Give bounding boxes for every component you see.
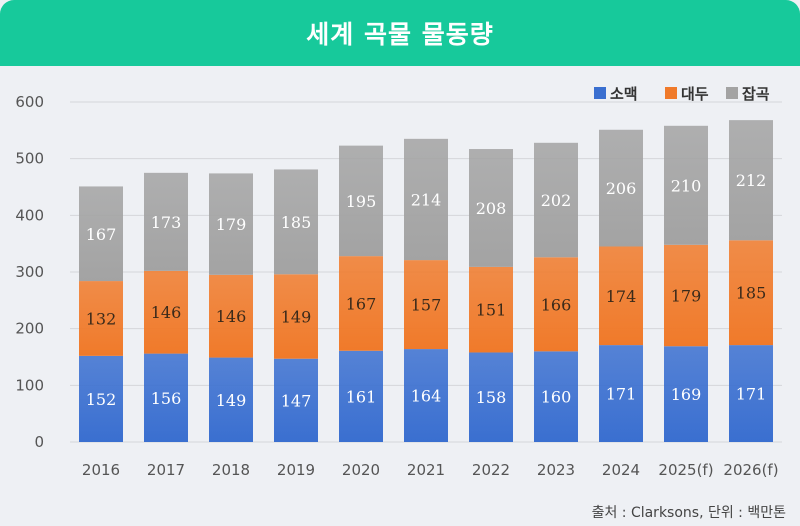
x-tick-label: 2025(f) [658,461,713,479]
bar-소맥 [339,350,383,442]
x-tick-label: 2022 [472,461,510,479]
bar-소맥 [209,357,253,442]
x-tick-label: 2018 [212,461,250,479]
bar-잡곡 [404,138,448,261]
data-label: 195 [346,192,377,211]
bar-잡곡 [144,172,188,271]
data-label: 171 [736,385,767,404]
bar-소맥 [274,358,318,442]
x-tick-label: 2017 [147,461,185,479]
bar-소맥 [144,353,188,442]
data-label: 146 [216,307,247,326]
data-label: 149 [216,391,247,410]
chart-header: 세계 곡물 물동량 [0,0,800,66]
x-tick-label: 2026(f) [723,461,778,479]
source-note: 출처 : Clarksons, 단위 : 백만톤 [591,505,786,521]
data-label: 206 [606,179,637,198]
data-label: 212 [736,171,767,190]
legend-label: 대두 [681,85,709,103]
data-label: 158 [476,388,507,407]
bar-잡곡 [79,186,123,282]
bar-잡곡 [599,129,643,247]
data-label: 156 [151,389,182,408]
data-label: 160 [541,388,572,407]
data-label: 173 [151,213,182,232]
data-label: 157 [411,296,442,315]
data-label: 174 [606,287,637,306]
y-tick-label: 100 [15,376,44,394]
data-label: 151 [476,301,507,320]
data-label: 146 [151,303,182,322]
bar-대두 [274,274,318,359]
y-tick-label: 600 [15,93,44,111]
bar-소맥 [729,345,773,442]
data-label: 132 [86,309,117,328]
bar-소맥 [664,346,708,442]
bar-소맥 [599,345,643,442]
bar-잡곡 [339,145,383,257]
x-tick-label: 2021 [407,461,445,479]
bar-대두 [79,281,123,356]
data-label: 167 [346,294,377,313]
bar-잡곡 [274,169,318,275]
bar-대두 [534,257,578,352]
y-tick-label: 500 [15,150,44,168]
legend-swatch [726,87,738,99]
x-tick-label: 2024 [602,461,640,479]
data-label: 214 [411,190,442,209]
legend-swatch [594,87,606,99]
legend-label: 잡곡 [742,85,770,103]
bar-대두 [209,274,253,358]
bar-잡곡 [534,142,578,258]
data-label: 161 [346,387,377,406]
bar-소맥 [469,352,513,442]
bar-소맥 [534,351,578,442]
data-label: 171 [606,385,637,404]
data-label: 179 [216,215,247,234]
data-label: 208 [476,199,507,218]
bar-잡곡 [729,120,773,241]
bar-대두 [144,270,188,354]
chart-title: 세계 곡물 물동량 [306,20,494,49]
y-tick-label: 300 [15,263,44,281]
bar-대두 [664,244,708,347]
data-label: 147 [281,391,312,410]
bar-소맥 [404,349,448,442]
x-tick-label: 2016 [82,461,120,479]
data-label: 152 [86,390,117,409]
bar-잡곡 [469,149,513,267]
bar-대두 [599,246,643,346]
x-tick-label: 2023 [537,461,575,479]
bar-잡곡 [664,125,708,245]
data-label: 169 [671,385,702,404]
bar-대두 [404,260,448,350]
y-tick-label: 200 [15,320,44,338]
data-label: 185 [281,213,312,232]
data-label: 167 [86,225,117,244]
y-tick-label: 0 [34,433,44,451]
data-label: 210 [671,176,702,195]
bar-소맥 [79,355,123,442]
bar-대두 [469,266,513,353]
bar-대두 [729,240,773,346]
data-label: 185 [736,284,767,303]
y-tick-label: 400 [15,206,44,224]
x-tick-label: 2020 [342,461,380,479]
data-label: 179 [671,287,702,306]
data-label: 149 [281,307,312,326]
bar-대두 [339,256,383,351]
legend-swatch [665,87,677,99]
data-label: 202 [541,191,572,210]
data-label: 166 [541,295,572,314]
bar-잡곡 [209,173,253,275]
data-label: 164 [411,387,442,406]
x-tick-label: 2019 [277,461,315,479]
legend-label: 소맥 [610,85,638,103]
